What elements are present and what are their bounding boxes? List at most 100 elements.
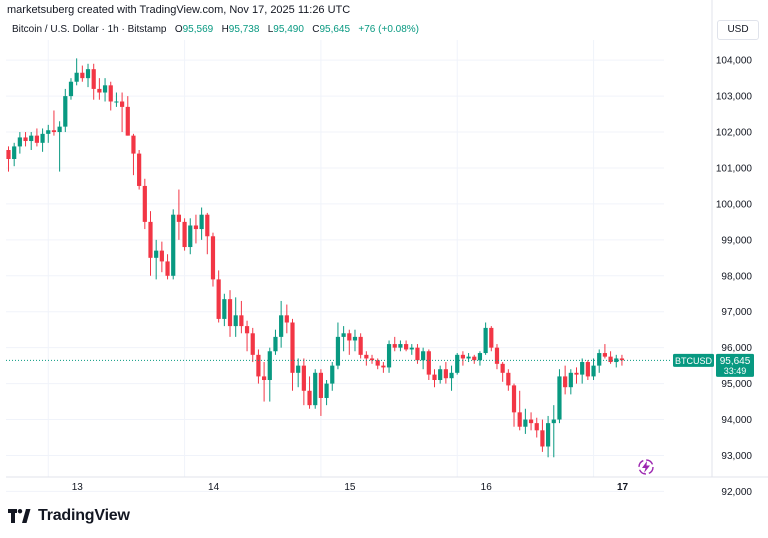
candle-body — [415, 347, 420, 361]
candle-body — [597, 353, 602, 366]
candle-body — [591, 365, 596, 377]
candle-body — [267, 351, 272, 381]
candle-body — [227, 299, 233, 327]
price-tick-label: 102,000 — [716, 128, 753, 139]
candle-body — [165, 261, 170, 276]
tradingview-logo: TradingView — [8, 507, 130, 525]
chart-grid — [6, 0, 768, 492]
candle-body — [51, 130, 57, 133]
candle-body — [540, 430, 545, 447]
candle-body — [29, 135, 34, 142]
candle-body — [6, 150, 11, 159]
candle-body — [506, 372, 511, 386]
candle-body — [176, 214, 181, 222]
price-tick-label: 100,000 — [716, 199, 753, 210]
candle-body — [85, 69, 91, 79]
candle-body — [239, 315, 244, 327]
price-tick-label: 103,000 — [716, 92, 753, 103]
candle-body — [438, 369, 443, 381]
price-tick-label: 92,000 — [721, 487, 752, 498]
price-chart[interactable]: 104,000 103,000 102,000 101,000 100,000 99,00… — [0, 0, 768, 500]
candle-body — [426, 351, 431, 375]
change-value: +76 (+0.08%) — [358, 24, 420, 35]
candle-body — [279, 315, 284, 337]
candle-body — [517, 412, 522, 427]
candle-body — [159, 250, 164, 262]
candle-body — [210, 236, 216, 280]
candle-body — [460, 354, 465, 359]
candle-body — [392, 344, 397, 348]
tradingview-logo-icon — [8, 509, 31, 523]
candle-body — [216, 279, 221, 319]
price-tick-label: 97,000 — [721, 307, 752, 318]
candle-body — [142, 185, 147, 222]
candle-body — [199, 214, 204, 230]
candle-body — [182, 221, 187, 248]
candle-body — [193, 225, 199, 230]
price-tick-label: 93,000 — [721, 451, 752, 462]
chart-attribution-note: marketsuberg created with TradingView.co… — [7, 4, 351, 16]
candle-body — [102, 85, 108, 93]
candle-body — [188, 225, 193, 248]
candle-body — [511, 385, 517, 413]
price-tag-countdown: 33:49 — [724, 366, 747, 376]
candle-body — [313, 372, 318, 406]
candle-body — [57, 126, 62, 133]
price-axis: 104,000 103,000 102,000 101,000 100,000 99,00… — [716, 56, 753, 498]
close-value: 95,645 — [319, 24, 351, 35]
price-tick-label: 101,000 — [716, 163, 753, 174]
date-tick-label: 15 — [344, 482, 356, 493]
candle-body — [409, 347, 414, 350]
candle-body — [352, 336, 358, 341]
candle-body — [443, 369, 448, 379]
low-value: 95,490 — [273, 24, 304, 35]
candle-body — [74, 72, 79, 82]
candle-body — [262, 376, 267, 381]
date-tick-label: 16 — [481, 482, 493, 493]
candle-body — [154, 250, 159, 258]
candle-body — [483, 327, 488, 354]
candle-body — [273, 336, 278, 352]
currency-selector[interactable]: USD — [717, 20, 759, 40]
candle-body — [574, 372, 579, 375]
candle-body — [358, 336, 363, 355]
price-tick-label: 99,000 — [721, 235, 752, 246]
candle-body — [68, 81, 74, 97]
candle-body — [381, 365, 386, 368]
candle-body — [324, 383, 329, 398]
tradingview-wordmark: TradingView — [38, 507, 130, 524]
event-lightning-icon — [638, 459, 654, 475]
candle-body — [432, 374, 437, 381]
price-tick-label: 104,000 — [716, 56, 753, 67]
candle-body — [12, 146, 17, 159]
candle-body — [477, 353, 483, 361]
high-label: H — [221, 24, 229, 35]
candle-body — [131, 135, 136, 154]
open-label: O — [174, 24, 183, 35]
candle-body — [205, 214, 210, 237]
candle-body — [120, 101, 125, 107]
candle-body — [330, 365, 335, 384]
candle-body — [608, 356, 613, 363]
candles — [6, 58, 625, 458]
candle-body — [296, 365, 301, 373]
date-tick-label: 14 — [208, 482, 220, 493]
candle-body — [307, 390, 312, 406]
candle-body — [585, 362, 590, 377]
candle-body — [551, 419, 556, 424]
candle-body — [494, 347, 500, 364]
candle-body — [455, 354, 460, 373]
candle-body — [34, 135, 39, 143]
open-value: 95,569 — [182, 24, 214, 35]
candle-body — [489, 327, 494, 348]
candle-body — [284, 315, 289, 323]
candle-body — [171, 214, 176, 276]
candle-body — [364, 354, 369, 359]
candle-body — [46, 130, 51, 134]
high-value: 95,738 — [228, 24, 260, 35]
low-label: L — [267, 24, 274, 35]
candle-body — [137, 153, 142, 186]
candle-body — [347, 333, 352, 341]
price-tag — [716, 353, 754, 377]
